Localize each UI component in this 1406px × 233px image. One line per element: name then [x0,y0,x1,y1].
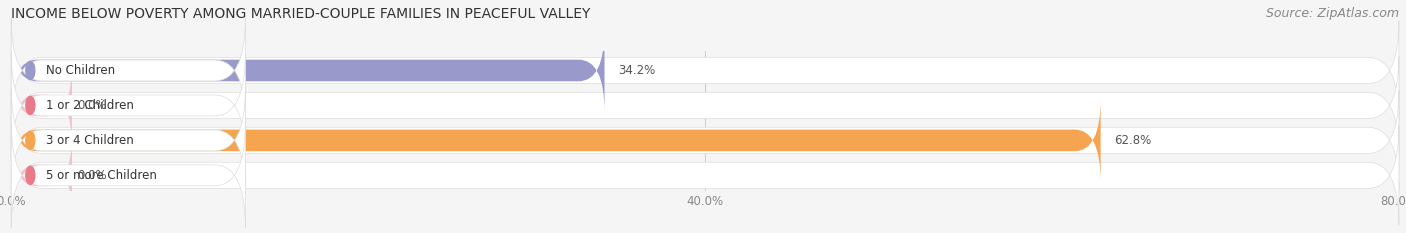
Text: 34.2%: 34.2% [619,64,655,77]
FancyBboxPatch shape [11,18,246,123]
Text: 0.0%: 0.0% [77,169,107,182]
Text: 5 or more Children: 5 or more Children [46,169,157,182]
FancyBboxPatch shape [11,123,246,228]
Text: No Children: No Children [46,64,115,77]
FancyBboxPatch shape [11,21,1399,120]
Text: 1 or 2 Children: 1 or 2 Children [46,99,134,112]
Circle shape [25,166,35,185]
Text: INCOME BELOW POVERTY AMONG MARRIED-COUPLE FAMILIES IN PEACEFUL VALLEY: INCOME BELOW POVERTY AMONG MARRIED-COUPL… [11,7,591,21]
Circle shape [25,131,35,150]
Text: 62.8%: 62.8% [1115,134,1152,147]
FancyBboxPatch shape [11,88,246,193]
Circle shape [25,96,35,115]
Text: 3 or 4 Children: 3 or 4 Children [46,134,134,147]
Text: 0.0%: 0.0% [77,99,107,112]
FancyBboxPatch shape [11,99,1101,182]
FancyBboxPatch shape [11,126,1399,225]
Circle shape [25,62,35,80]
FancyBboxPatch shape [11,53,246,158]
FancyBboxPatch shape [11,29,605,112]
FancyBboxPatch shape [11,134,72,217]
FancyBboxPatch shape [11,91,1399,190]
FancyBboxPatch shape [11,64,72,147]
Text: Source: ZipAtlas.com: Source: ZipAtlas.com [1265,7,1399,20]
FancyBboxPatch shape [11,56,1399,155]
